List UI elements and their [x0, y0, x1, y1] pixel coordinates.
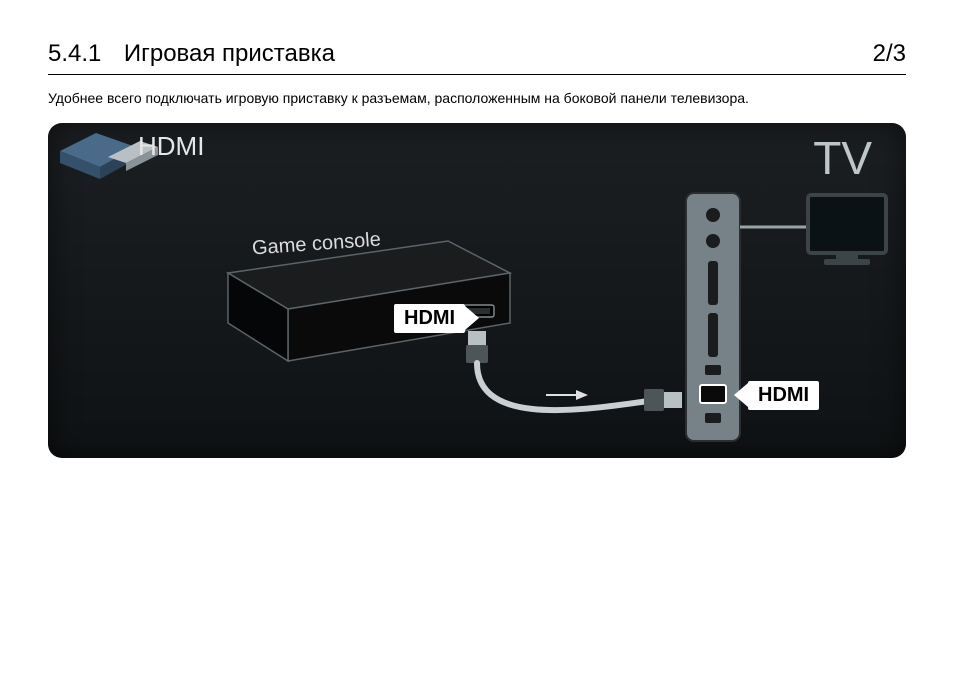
tv-icon — [808, 195, 886, 265]
page-title: Игровая приставка — [124, 40, 335, 67]
tv-side-panel — [686, 193, 740, 441]
cable-arrow-icon — [546, 390, 588, 400]
connection-diagram: HDMI TV Game console HDMI HDMI — [48, 123, 906, 458]
panel-hdmi-badge: HDMI — [748, 381, 819, 410]
section-number: 5.4.1 — [48, 40, 101, 67]
header-row: 5.4.1 Игровая приставка 2/3 — [48, 40, 906, 75]
hdmi-top-label: HDMI — [138, 131, 204, 162]
header-left: 5.4.1 Игровая приставка — [48, 40, 335, 68]
body-text: Удобнее всего подключать игровую пристав… — [48, 89, 906, 109]
hdmi-cable — [477, 363, 648, 410]
panel-hdmi-plug-icon — [644, 389, 682, 411]
panel-hdmi-port-icon — [700, 385, 726, 403]
console-hdmi-badge: HDMI — [394, 304, 465, 333]
page-indicator: 2/3 — [873, 40, 906, 68]
tv-label: TV — [813, 131, 872, 185]
console-hdmi-plug-icon — [466, 331, 488, 363]
